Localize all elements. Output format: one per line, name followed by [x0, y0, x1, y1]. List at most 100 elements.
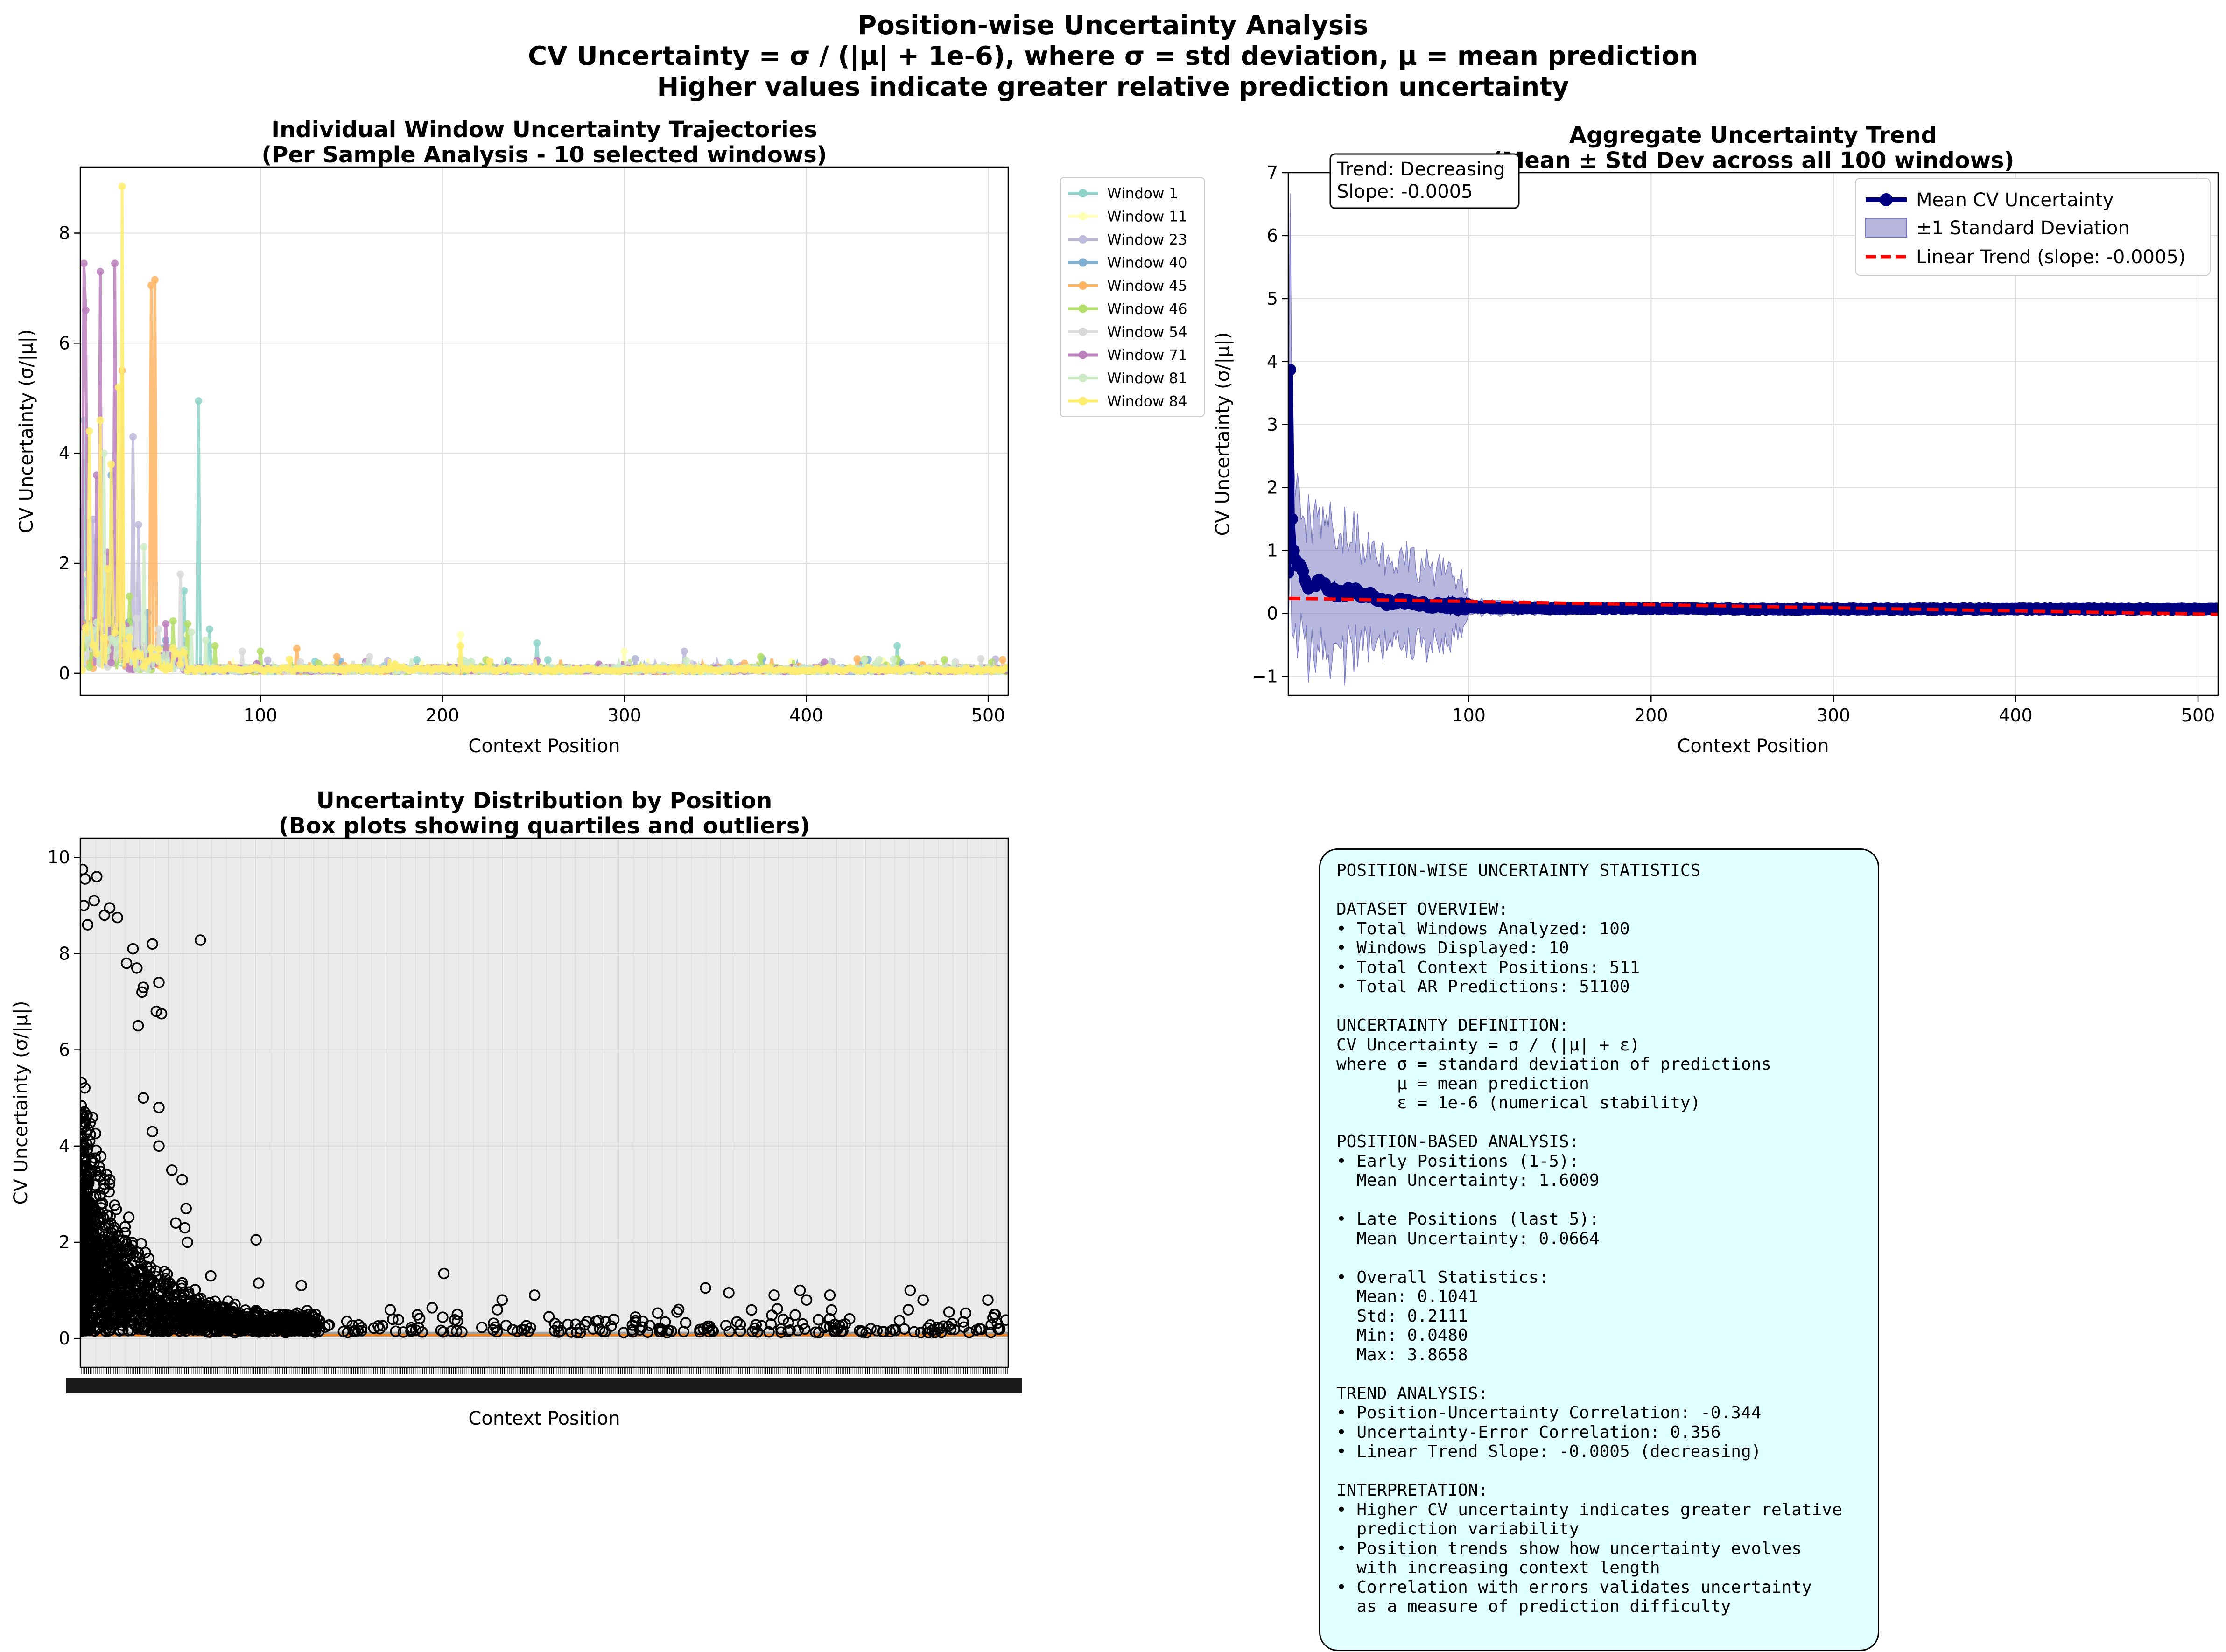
outlier-point — [95, 1150, 107, 1162]
annotation-slope: Slope: -0.0005 — [1337, 181, 1473, 203]
outlier-point — [1000, 1314, 1008, 1326]
outlier-point — [80, 1272, 90, 1284]
trajectory-point — [111, 629, 119, 637]
x-axis-label: Context Position — [468, 735, 620, 757]
outlier-point — [571, 1326, 583, 1338]
outlier-point — [135, 1299, 147, 1311]
outlier-point — [83, 1288, 95, 1300]
trajectory-point — [144, 657, 152, 665]
trajectory-point — [96, 416, 104, 424]
trajectory-point — [333, 653, 341, 661]
y-axis-label: CV Uncertainty (σ/|μ|) — [1212, 332, 1234, 536]
trajectory-line — [80, 491, 1008, 675]
outlier-point — [678, 1326, 689, 1337]
outlier-point — [555, 1325, 567, 1337]
figure-subtitle: Higher values indicate greater relative … — [657, 72, 1569, 102]
trajectory-point — [1003, 664, 1008, 672]
outlier-point — [763, 1326, 775, 1338]
subplot-subtitle: (Per Sample Analysis - 10 selected windo… — [261, 142, 827, 168]
outlier-point — [592, 1315, 604, 1326]
outlier-point — [80, 1316, 88, 1327]
trajectory-point — [176, 660, 184, 668]
trajectory-point — [173, 649, 181, 657]
legend-label: Window 45 — [1107, 278, 1187, 294]
outlier-point — [117, 1324, 129, 1336]
x-tick-label: 500 — [971, 705, 1005, 726]
outlier-point — [908, 1326, 920, 1338]
outlier-point — [437, 1326, 449, 1338]
trajectory-point — [111, 259, 119, 267]
trajectory-point — [456, 631, 464, 639]
outlier-point — [86, 1155, 98, 1167]
outlier-point — [180, 1308, 192, 1320]
outlier-point — [90, 1190, 102, 1202]
legend-label: Window 1 — [1107, 185, 1178, 202]
outlier-point — [548, 1325, 561, 1337]
y-tick-label: 8 — [59, 223, 70, 244]
outlier-point — [942, 1321, 955, 1332]
outlier-point — [166, 1282, 178, 1294]
trajectory-point — [875, 656, 883, 664]
outlier-point — [80, 1252, 90, 1263]
trajectory-point — [256, 647, 264, 655]
trajectory-point — [861, 656, 869, 664]
outlier-point — [90, 1127, 101, 1140]
mean-point — [1288, 544, 1300, 557]
x-tick-label: 100 — [1452, 705, 1486, 726]
outlier-point — [125, 1243, 136, 1255]
x-tick-label: 300 — [1817, 705, 1851, 726]
legend-marker — [1079, 350, 1087, 359]
outlier-point — [105, 1324, 116, 1336]
y-tick-label: 10 — [48, 847, 70, 868]
outlier-point — [893, 1315, 906, 1327]
legend-label: Window 81 — [1107, 370, 1187, 387]
outlier-point — [393, 1314, 404, 1326]
outlier-point — [178, 1319, 190, 1331]
outlier-point — [211, 1317, 223, 1329]
outlier-point — [797, 1318, 808, 1330]
outlier-point — [97, 1295, 109, 1308]
legend-label: Window 11 — [1107, 209, 1187, 225]
trajectory-point — [147, 281, 155, 289]
outlier-point — [229, 1327, 241, 1338]
trajectory-line — [80, 475, 1008, 675]
legend-label: Window 46 — [1107, 301, 1187, 318]
legend-label: Window 54 — [1107, 324, 1187, 341]
legend-label: Window 84 — [1107, 393, 1187, 410]
trajectory-point — [286, 655, 294, 663]
y-tick-label: 2 — [1267, 477, 1278, 498]
outlier-point — [124, 1306, 136, 1318]
trajectory-point — [104, 565, 112, 573]
outlier-point — [970, 1324, 983, 1336]
outlier-point — [118, 1302, 130, 1315]
legend-marker — [1079, 397, 1087, 406]
outlier-point — [605, 1320, 617, 1332]
y-tick-label: 6 — [1267, 225, 1278, 246]
y-tick-label: 4 — [59, 443, 70, 463]
outlier-point — [102, 1209, 113, 1221]
trajectory-series — [80, 259, 1008, 676]
trajectory-point — [85, 427, 93, 435]
outlier-point — [235, 1314, 246, 1326]
outlier-point — [183, 1319, 194, 1331]
x-tick-label: 400 — [1999, 705, 2033, 726]
trajectory-point — [82, 306, 90, 314]
legend-frame — [1060, 177, 1205, 417]
outlier-point — [80, 1231, 89, 1242]
trajectory-point — [180, 649, 188, 657]
axes-frame — [1287, 172, 2219, 696]
trajectory-series — [80, 449, 1008, 677]
trajectory-point — [533, 639, 541, 647]
trajectory-point — [93, 650, 101, 658]
legend-label: Linear Trend (slope: -0.0005) — [1916, 246, 2185, 268]
outlier-point — [131, 1251, 143, 1263]
outlier-point — [138, 1323, 149, 1335]
figure-title: Position-wise Uncertainty Analysis — [857, 10, 1369, 41]
outlier-point — [520, 1320, 533, 1331]
trajectory-point — [853, 655, 861, 663]
y-tick-label: 4 — [1267, 351, 1278, 372]
outlier-point — [756, 1320, 768, 1332]
outlier-point — [437, 1311, 449, 1323]
subplot-title: Individual Window Uncertainty Trajectori… — [271, 117, 817, 143]
